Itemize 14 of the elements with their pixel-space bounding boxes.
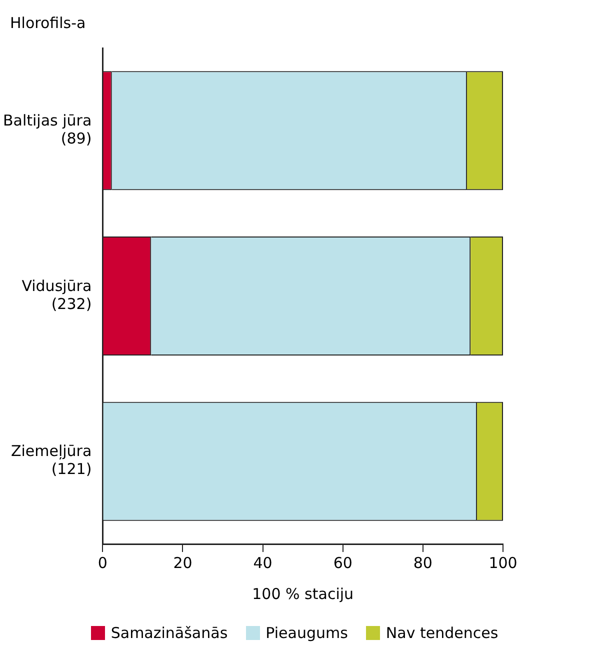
x-axis-title: 100 % staciju <box>252 584 354 603</box>
x-tick-label: 80 <box>413 554 432 572</box>
x-tick-label: 100 <box>488 554 518 572</box>
x-tick-label: 0 <box>98 554 108 572</box>
chart-title: Hlorofils-a <box>10 14 86 32</box>
legend-label: Pieaugums <box>266 624 348 642</box>
x-tick-label: 40 <box>253 554 272 572</box>
y-tick-label: Vidusjūra (232) <box>22 276 92 313</box>
y-tick-label: Ziemeļjūra (121) <box>10 442 92 478</box>
x-tick-label: 60 <box>333 554 352 572</box>
legend-label: Nav tendences <box>386 624 498 642</box>
y-tick-label: Baltijas jūra (89) <box>2 112 92 148</box>
legend-label: Samazināšanās <box>110 624 228 642</box>
x-tick-label: 20 <box>173 554 192 572</box>
